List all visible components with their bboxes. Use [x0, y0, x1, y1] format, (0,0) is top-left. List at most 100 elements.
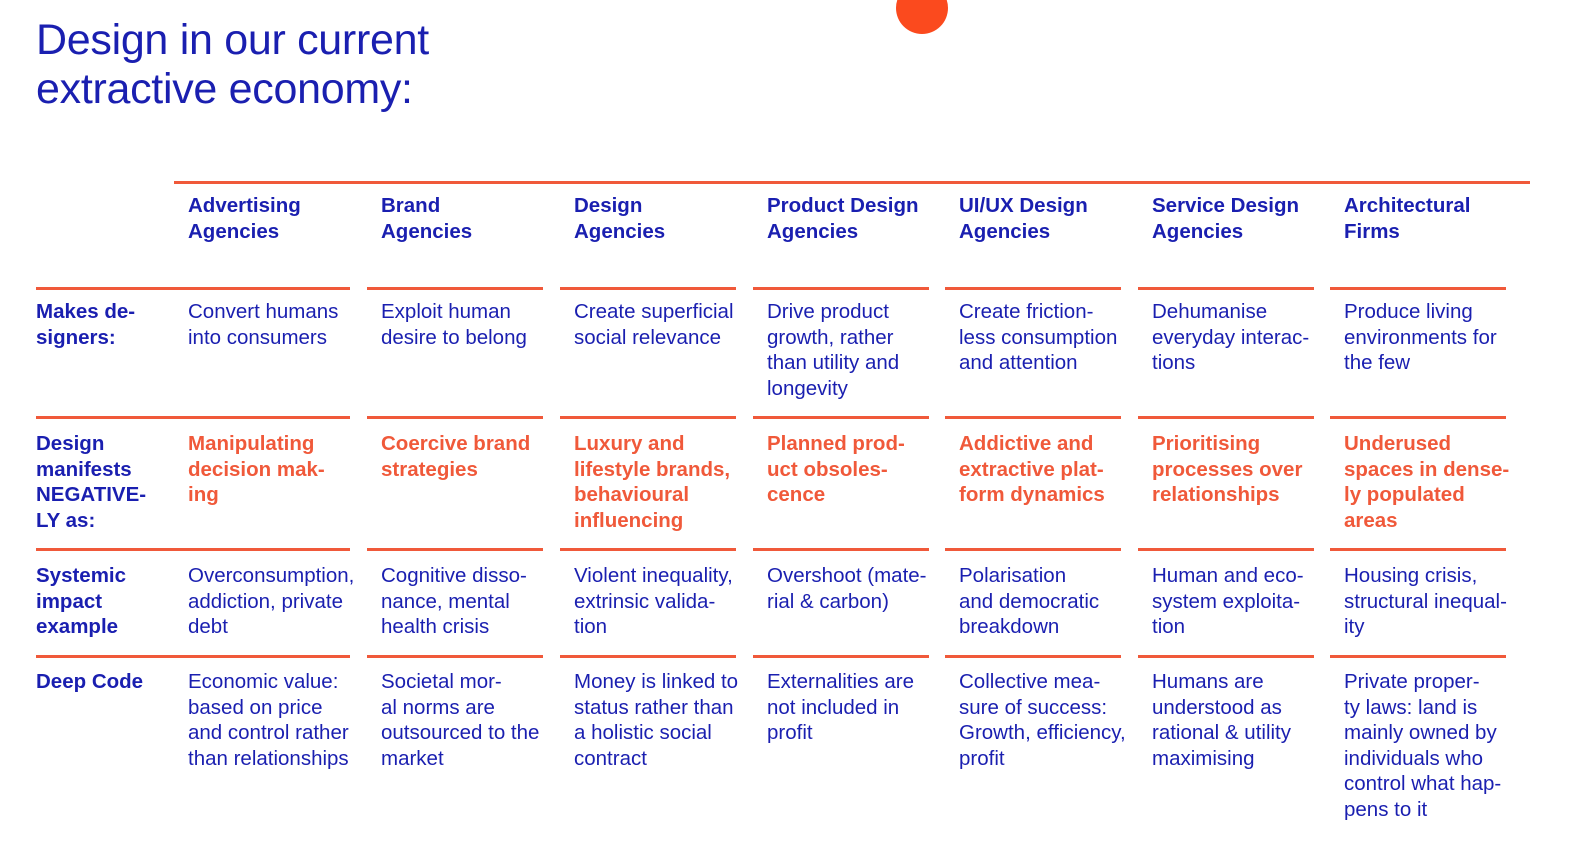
cell-divider — [945, 416, 1121, 419]
table-cell-line: al norms are — [381, 695, 495, 719]
table-cell-line: debt — [188, 615, 228, 638]
column-header-line: Brand — [381, 194, 441, 217]
table-cell: Money is linked to status rather than a ho… — [574, 669, 738, 771]
table-cell: Collective mea-sure of success: Growth, e… — [959, 669, 1126, 771]
table-cell: Human and eco-system exploita-tion — [1152, 563, 1304, 640]
cell-divider — [945, 287, 1121, 290]
table-cell-line: addiction, private — [188, 589, 343, 613]
table-cell-line: tions — [1152, 351, 1196, 374]
table-cell-line: based on price — [188, 695, 323, 719]
cell-divider — [1330, 287, 1506, 290]
cell-divider — [560, 287, 736, 290]
table-cell-line: ty laws: land is — [1344, 695, 1478, 719]
table-cell: Manipulating decision mak-ing — [188, 431, 325, 508]
decorative-orange-dot — [896, 0, 948, 34]
cell-divider — [1138, 548, 1314, 551]
table-cell-line: Societal mor- — [381, 670, 502, 693]
table-cell-line: Collective mea- — [959, 670, 1101, 693]
cell-divider — [560, 655, 736, 658]
row-label-line: NEGATIVE- — [36, 483, 147, 506]
row-label: Systemic impact example — [36, 563, 126, 640]
column-header: Service Design Agencies — [1152, 193, 1299, 244]
table-cell-line: rial & carbon) — [767, 589, 889, 613]
table-cell-line: everyday interac- — [1152, 325, 1310, 349]
table-cell-line: ly populated — [1344, 483, 1465, 506]
column-header: Design Agencies — [574, 193, 665, 244]
table-cell: Drive product growth, rather than utility … — [767, 299, 899, 401]
cell-divider — [753, 655, 929, 658]
table-cell-line: Planned prod- — [767, 432, 905, 455]
row-label: Design manifests NEGATIVE- LY as: — [36, 431, 146, 533]
cell-divider — [174, 416, 350, 419]
table-cell-line: maximising — [1152, 746, 1255, 770]
row-label: Makes de-signers: — [36, 299, 135, 350]
table-cell-line: behavioural — [574, 483, 690, 506]
table-cell-line: social relevance — [574, 325, 721, 349]
row-label-line: Makes de- — [36, 300, 136, 323]
table-cell: Convert humans into consumers — [188, 299, 338, 350]
table-cell-line: into consumers — [188, 325, 328, 349]
table-cell: Violent inequality, extrinsic valida-tion — [574, 563, 733, 640]
cell-divider — [367, 655, 543, 658]
table-cell-line: Human and eco- — [1152, 564, 1304, 587]
column-header-line: UI/UX Design — [959, 194, 1088, 217]
page-title: Design in our current extractive economy… — [36, 16, 429, 114]
row-label-line: Deep Code — [36, 670, 144, 693]
cell-divider — [560, 416, 736, 419]
column-header: UI/UX Design Agencies — [959, 193, 1088, 244]
table-cell-line: breakdown — [959, 615, 1060, 638]
table-cell-line: Money is linked to — [574, 670, 739, 693]
cell-divider — [1330, 416, 1506, 419]
table-cell-line: status rather than — [574, 695, 734, 719]
cell-divider — [1330, 655, 1506, 658]
table-cell: Overshoot (mate-rial & carbon) — [767, 563, 927, 614]
table-cell: Produce living environments for the few — [1344, 299, 1497, 376]
table-cell-line: less consumption — [959, 325, 1118, 349]
row-divider — [36, 655, 174, 658]
table-cell-line: and control rather — [188, 721, 349, 744]
table-cell-line: tion — [574, 615, 608, 638]
table-cell-line: nance, mental — [381, 589, 510, 613]
table-cell-line: Humans are — [1152, 670, 1264, 693]
table-cell-line: rational & utility — [1152, 721, 1292, 744]
cell-divider — [753, 548, 929, 551]
table-cell-line: Violent inequality, — [574, 564, 733, 587]
table-cell: Private proper-ty laws: land is mainly ow… — [1344, 669, 1501, 822]
table-cell-line: tion — [1152, 615, 1186, 638]
table-cell-line: profit — [959, 746, 1005, 770]
table-cell: Polarisation and democratic breakdown — [959, 563, 1099, 640]
table-cell: Create superficial social relevance — [574, 299, 734, 350]
cell-divider — [174, 655, 350, 658]
table-cell-line: decision mak- — [188, 457, 325, 481]
table-cell: Dehumanise everyday interac-tions — [1152, 299, 1309, 376]
row-divider — [36, 548, 174, 551]
table-cell-line: understood as — [1152, 695, 1282, 719]
cell-divider — [367, 416, 543, 419]
cell-divider — [174, 548, 350, 551]
table-cell-line: Private proper- — [1344, 670, 1480, 693]
table-cell-line: desire to belong — [381, 325, 527, 349]
column-header-line: Service Design — [1152, 194, 1299, 217]
table-cell-line: influencing — [574, 508, 684, 532]
column-header-line: Agencies — [381, 219, 473, 243]
table-cell-line: environments for — [1344, 325, 1497, 349]
table-cell-line: and attention — [959, 351, 1078, 374]
table-cell: Prioritising processes over relationships — [1152, 431, 1302, 508]
row-divider — [36, 416, 174, 419]
table-cell: Housing crisis, structural inequal-ity — [1344, 563, 1507, 640]
table-cell: Externalities are not included in profit — [767, 669, 914, 746]
table-cell-line: processes over — [1152, 457, 1303, 481]
table-cell-line: individuals who — [1344, 746, 1484, 770]
column-header-line: Architectural — [1344, 194, 1471, 217]
table-cell-line: a holistic social — [574, 721, 712, 744]
column-header: Advertising Agencies — [188, 193, 301, 244]
table-cell-line: Coercive brand — [381, 432, 531, 455]
table-cell-line: Overshoot (mate- — [767, 564, 927, 587]
table-cell-line: market — [381, 746, 444, 770]
column-header: Brand Agencies — [381, 193, 472, 244]
table-cell: Humans are understood as rational & utilit… — [1152, 669, 1291, 771]
column-header-line: Agencies — [188, 219, 280, 243]
table-cell-line: form dynamics — [959, 483, 1105, 506]
table-cell-line: system exploita- — [1152, 589, 1301, 613]
table-cell-line: longevity — [767, 376, 848, 400]
